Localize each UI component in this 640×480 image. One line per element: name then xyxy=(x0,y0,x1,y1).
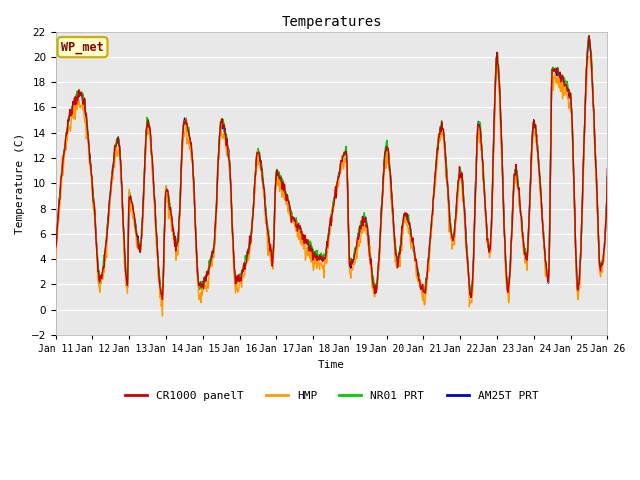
Text: WP_met: WP_met xyxy=(61,41,104,54)
X-axis label: Time: Time xyxy=(318,360,345,370)
Y-axis label: Temperature (C): Temperature (C) xyxy=(15,132,25,234)
Title: Temperatures: Temperatures xyxy=(281,15,382,29)
Legend: CR1000 panelT, HMP, NR01 PRT, AM25T PRT: CR1000 panelT, HMP, NR01 PRT, AM25T PRT xyxy=(120,386,543,405)
